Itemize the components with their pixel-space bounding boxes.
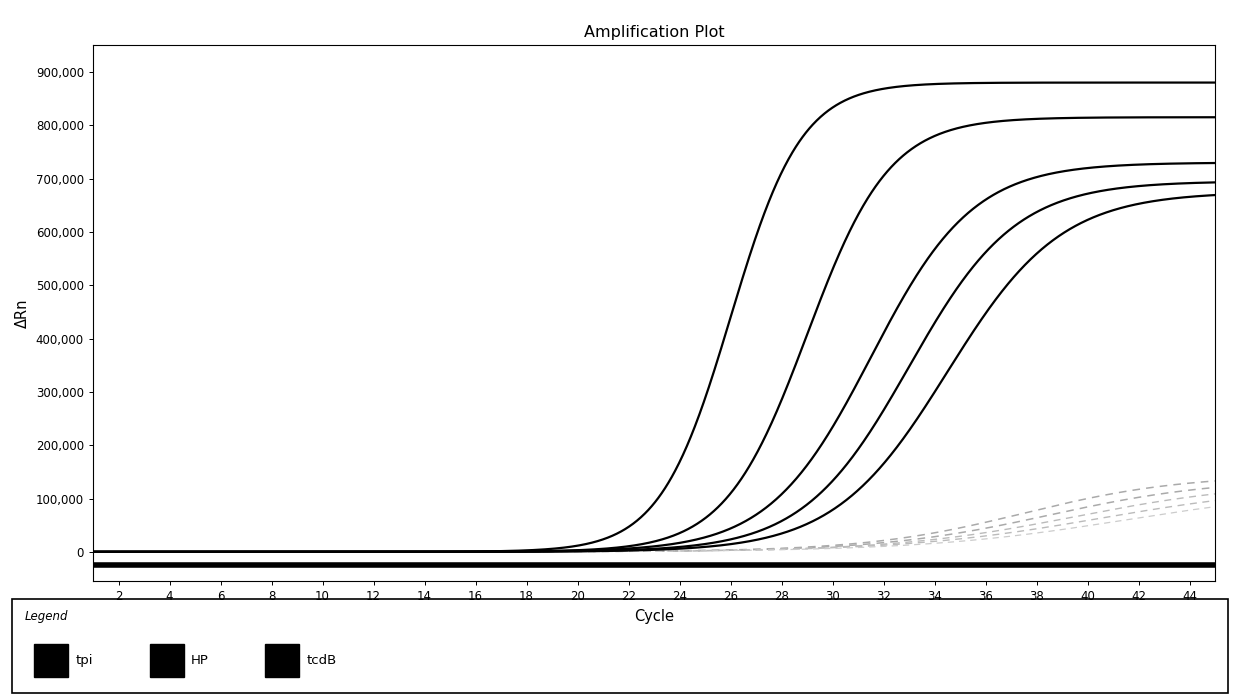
Bar — [265, 644, 299, 677]
Y-axis label: ΔRn: ΔRn — [15, 299, 30, 328]
Bar — [35, 644, 68, 677]
Text: HP: HP — [191, 654, 208, 667]
Title: Amplification Plot: Amplification Plot — [584, 25, 724, 40]
X-axis label: Cycle: Cycle — [634, 609, 675, 624]
Bar — [150, 644, 184, 677]
Text: tcdB: tcdB — [306, 654, 337, 667]
Text: Legend: Legend — [25, 610, 68, 623]
Text: tpi: tpi — [76, 654, 93, 667]
